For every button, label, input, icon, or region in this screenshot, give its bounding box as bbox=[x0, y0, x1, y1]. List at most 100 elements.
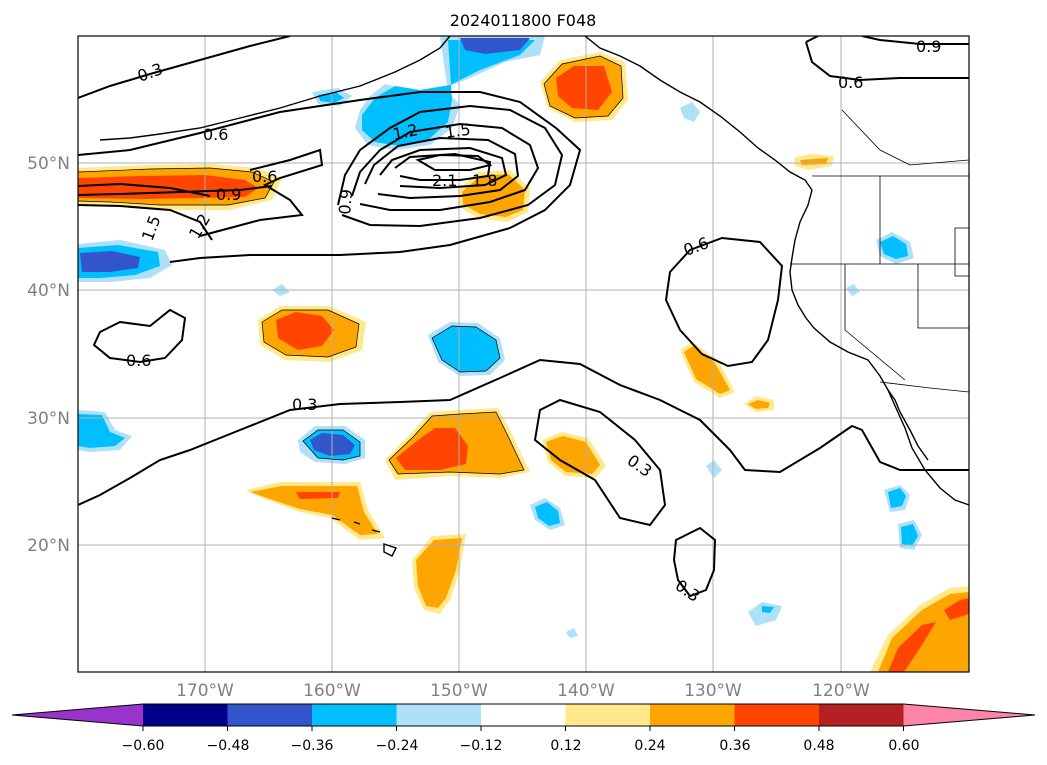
contour-0.6-ne bbox=[805, 36, 969, 82]
alaska-coastline bbox=[584, 36, 813, 191]
contour-label: 0.6 bbox=[252, 167, 277, 186]
colorbar-tick-label: 0.60 bbox=[888, 738, 919, 754]
contour-0.6-main bbox=[78, 91, 582, 263]
us-mexico-border bbox=[879, 381, 969, 393]
colorbar-segment bbox=[143, 704, 228, 726]
anomaly-fill bbox=[566, 628, 578, 638]
anomaly-fill bbox=[684, 346, 730, 394]
state-border bbox=[790, 176, 969, 381]
colorbar-tick-label: 0.12 bbox=[550, 738, 581, 754]
baja-coastline bbox=[887, 389, 929, 461]
colorbar-tick-label: 0.48 bbox=[803, 738, 834, 754]
contour-label: 0.6 bbox=[126, 351, 151, 370]
contour-1.2-west bbox=[78, 204, 213, 241]
contour-label: 1.2 bbox=[391, 120, 420, 144]
contour-0.6-loop-west bbox=[92, 308, 187, 364]
anomaly-fill bbox=[432, 326, 500, 372]
anomaly-fill bbox=[556, 66, 612, 110]
colorbar-segment bbox=[312, 704, 397, 726]
colorbar-segment bbox=[734, 704, 820, 726]
contour-0.9-west bbox=[78, 185, 273, 196]
political-borders bbox=[790, 109, 969, 393]
lat-label: 30°N bbox=[27, 409, 70, 429]
colorbar bbox=[11, 703, 1036, 731]
contour-low-1 bbox=[337, 104, 564, 228]
contour-low-6 bbox=[415, 153, 493, 171]
lon-label: 160°W bbox=[303, 681, 361, 701]
anomaly-fill bbox=[748, 400, 770, 409]
anomaly-fill bbox=[880, 236, 908, 259]
anomaly-fill bbox=[748, 602, 782, 626]
thin-contour bbox=[431, 325, 501, 373]
contour-low-5 bbox=[394, 152, 492, 181]
lat-label: 20°N bbox=[27, 536, 70, 556]
anomaly-fill bbox=[706, 460, 722, 478]
anomaly-fill bbox=[80, 251, 140, 272]
contour-label: 1.5 bbox=[444, 120, 472, 142]
contour-label: 0.6 bbox=[203, 125, 228, 144]
lon-label: 140°W bbox=[557, 681, 615, 701]
contour-0.6-loop-east bbox=[664, 236, 784, 368]
colorbar-tick-label: −0.60 bbox=[122, 738, 165, 754]
lon-label: 130°W bbox=[684, 681, 742, 701]
colorbar-tick-label: −0.12 bbox=[460, 738, 503, 754]
lon-label: 170°W bbox=[176, 681, 234, 701]
colorbar-segment bbox=[396, 704, 482, 726]
colorbar-tick-label: 0.36 bbox=[719, 738, 750, 754]
colorbar-tick-label: −0.36 bbox=[291, 738, 334, 754]
anomaly-fill bbox=[944, 598, 969, 620]
thin-contour bbox=[543, 55, 624, 119]
map-panel: 0.3 0.9 0.6 0.6 1.2 1.5 0.6 0.9 2.1 1.8 … bbox=[78, 36, 969, 672]
colorbar-extend-low bbox=[12, 704, 143, 726]
colorbar-segment bbox=[481, 704, 566, 726]
map-frame bbox=[77, 35, 970, 673]
longitude-labels: 170°W 160°W 150°W 140°W 130°W 120°W bbox=[176, 681, 870, 701]
contour-0.3-loop-1 bbox=[533, 398, 667, 527]
thin-contour bbox=[261, 309, 360, 358]
anomaly-fill bbox=[296, 492, 340, 499]
anomaly-fill bbox=[762, 606, 774, 613]
north-america-west-coast bbox=[789, 189, 969, 506]
contour-low-2 bbox=[351, 122, 540, 211]
contour-low-3 bbox=[364, 136, 520, 200]
contour-0.3-central bbox=[78, 358, 969, 506]
contour-low-4 bbox=[379, 146, 508, 190]
colorbar-tick-label: −0.48 bbox=[207, 738, 250, 754]
colorbar-extend-high bbox=[903, 704, 1035, 726]
contour-label: 0.9 bbox=[216, 185, 241, 204]
figure-title: 2024011800 F048 bbox=[450, 11, 597, 30]
anomaly-fill bbox=[888, 488, 906, 508]
lat-label: 40°N bbox=[27, 281, 70, 301]
anomaly-fill bbox=[535, 502, 560, 526]
contour-label: 0.9 bbox=[335, 188, 356, 215]
anomaly-fill bbox=[416, 538, 462, 608]
colorbar-segment bbox=[565, 704, 651, 726]
anomaly-fill bbox=[276, 312, 334, 350]
contour-lines bbox=[78, 36, 969, 598]
thin-contours bbox=[78, 55, 624, 475]
anomaly-fill bbox=[888, 622, 936, 672]
anomaly-fill bbox=[460, 38, 530, 54]
contour-label: 0.3 bbox=[292, 395, 317, 414]
anomaly-fill bbox=[901, 524, 918, 546]
lat-label: 50°N bbox=[27, 154, 70, 174]
latitude-labels: 50°N 40°N 30°N 20°N bbox=[27, 154, 70, 556]
contour-0.3-loop-2 bbox=[672, 526, 717, 598]
colorbar-tick-label: −0.24 bbox=[376, 738, 419, 754]
anomaly-fill bbox=[396, 428, 468, 470]
lon-label: 150°W bbox=[430, 681, 488, 701]
graticule bbox=[78, 36, 969, 672]
thin-contour bbox=[78, 167, 275, 206]
contour-label: 2.1 bbox=[432, 171, 457, 190]
anomaly-fill bbox=[250, 486, 378, 535]
aleutian-coastline bbox=[99, 36, 451, 141]
contour-0.9-ne bbox=[861, 36, 969, 45]
colorbar-segment bbox=[227, 704, 313, 726]
contour-label: 1.8 bbox=[472, 171, 497, 190]
contour-1.5-west bbox=[78, 182, 211, 197]
colorbar-segment bbox=[650, 704, 735, 726]
colorbar-ticks: −0.60 −0.48 −0.36 −0.24 −0.12 0.12 0.24 … bbox=[122, 738, 920, 754]
contour-0.6-inner bbox=[199, 148, 324, 237]
coastlines bbox=[99, 36, 969, 557]
